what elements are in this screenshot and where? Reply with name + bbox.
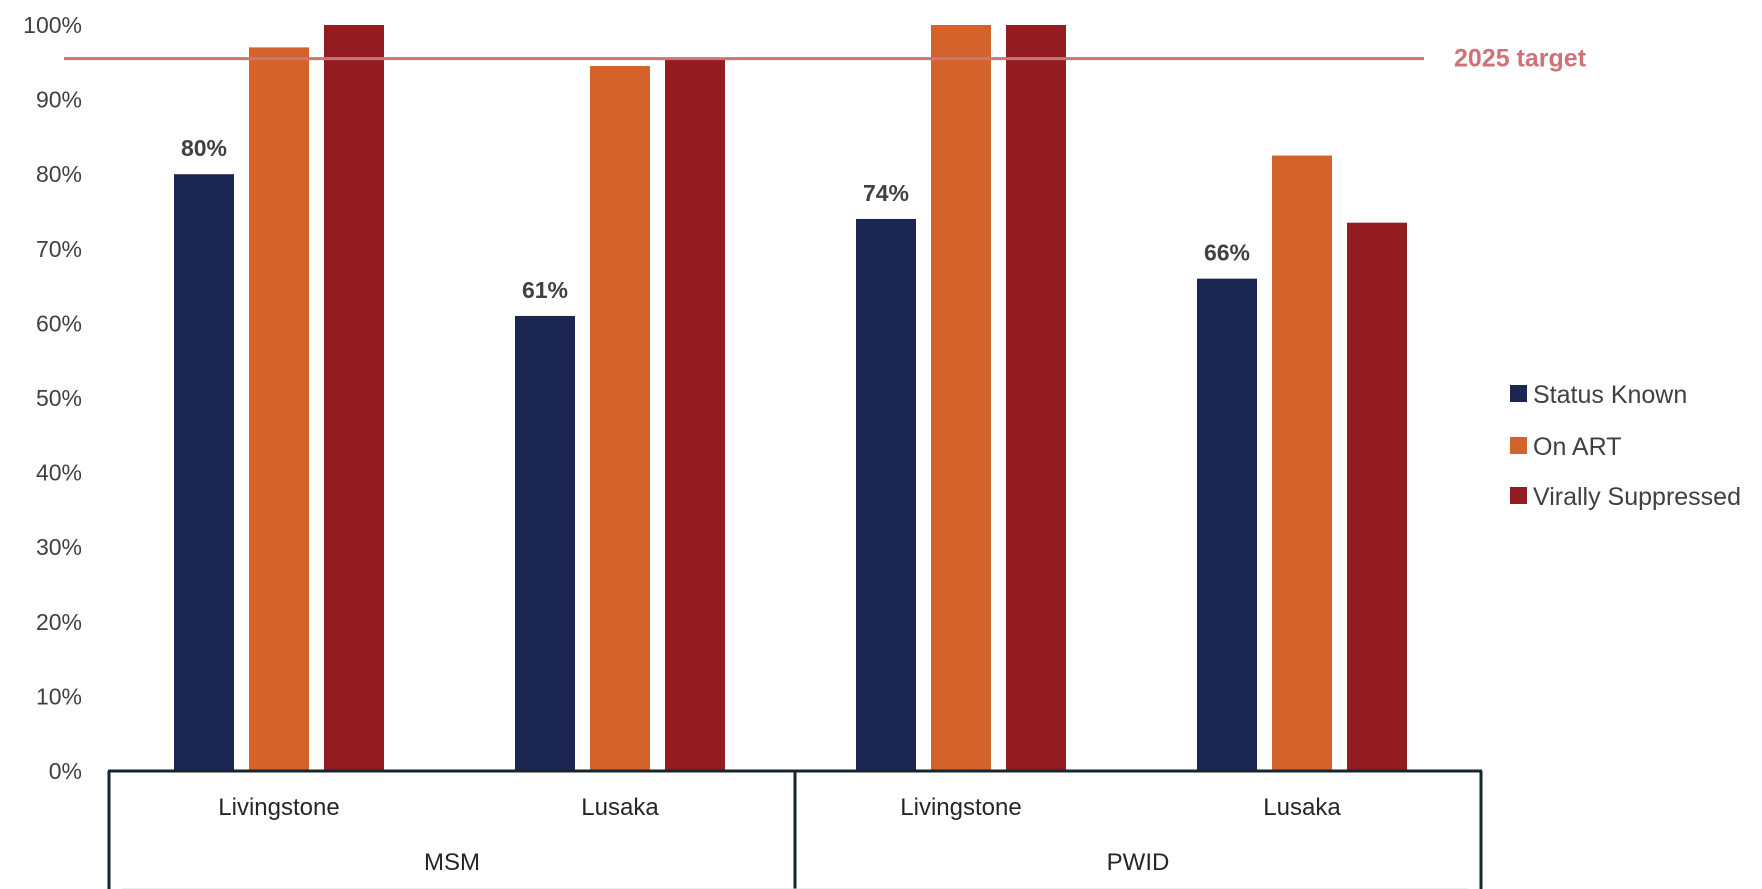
y-tick-label: 80% <box>36 161 82 187</box>
bar <box>931 25 991 771</box>
y-tick-label: 90% <box>36 87 82 113</box>
legend-swatch <box>1510 437 1527 454</box>
x-category-label: Livingstone <box>900 794 1021 821</box>
bar <box>249 47 309 771</box>
legend-label: Virally Suppressed <box>1533 483 1741 511</box>
bar <box>856 218 916 771</box>
bar <box>515 315 575 771</box>
bar <box>174 174 234 771</box>
legend-swatch <box>1510 487 1527 504</box>
x-group-label: MSM <box>424 849 480 876</box>
y-tick-label: 40% <box>36 460 82 486</box>
y-tick-label: 20% <box>36 609 82 635</box>
bar <box>590 66 650 771</box>
y-tick-label: 30% <box>36 534 82 560</box>
target-label: 2025 target <box>1454 45 1587 73</box>
legend-label: Status Known <box>1533 381 1687 409</box>
bar <box>1347 222 1407 771</box>
legend-swatch <box>1510 385 1527 402</box>
x-category-label: Lusaka <box>1263 794 1341 821</box>
data-label: 66% <box>1204 240 1250 266</box>
x-category-label: Livingstone <box>218 794 339 821</box>
y-tick-label: 50% <box>36 385 82 411</box>
y-tick-label: 0% <box>49 758 82 784</box>
y-tick-label: 70% <box>36 236 82 262</box>
x-category-label: Lusaka <box>581 794 659 821</box>
data-label: 80% <box>181 135 227 161</box>
data-label: 61% <box>522 277 568 303</box>
bar <box>1197 278 1257 771</box>
bar <box>665 58 725 771</box>
y-tick-label: 100% <box>23 12 82 38</box>
y-tick-label: 10% <box>36 683 82 709</box>
y-tick-label: 60% <box>36 310 82 336</box>
x-group-label: PWID <box>1107 849 1170 876</box>
bar <box>324 25 384 771</box>
bar <box>1006 25 1066 771</box>
bar <box>1272 155 1332 772</box>
data-label: 74% <box>863 180 909 206</box>
legend-label: On ART <box>1533 433 1621 461</box>
